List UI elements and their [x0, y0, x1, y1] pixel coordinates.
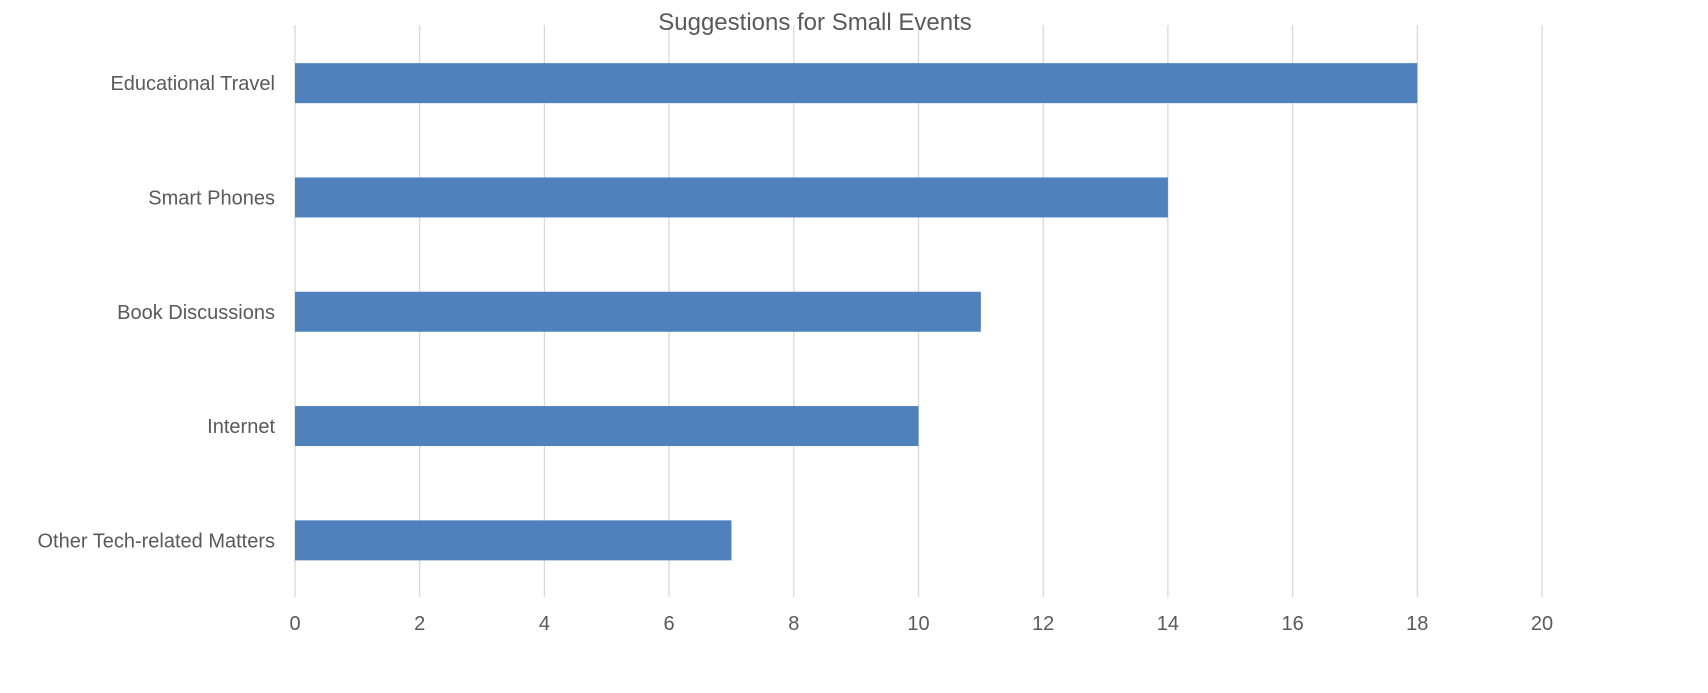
bar-internet [295, 406, 919, 447]
x-tick-label-0: 0 [289, 613, 300, 635]
x-tick-label-10: 10 [907, 613, 929, 635]
bars [295, 63, 1418, 561]
x-tick-label-18: 18 [1406, 613, 1428, 635]
x-tick-label-16: 16 [1281, 613, 1303, 635]
category-label-smart-phones: Smart Phones [148, 187, 275, 209]
x-tick-label-8: 8 [788, 613, 799, 635]
y-axis-category-labels: Educational Travel Smart Phones Book Discu… [37, 73, 275, 552]
bar-other-tech-related-matters [295, 520, 732, 561]
x-tick-label-4: 4 [539, 613, 550, 635]
x-tick-label-2: 2 [414, 613, 425, 635]
category-label-book-discussions: Book Discussions [117, 302, 275, 324]
x-tick-label-12: 12 [1032, 613, 1054, 635]
x-tick-label-20: 20 [1531, 613, 1553, 635]
chart-title: Suggestions for Small Events [658, 9, 972, 36]
bar-book-discussions [295, 291, 981, 332]
x-tick-label-14: 14 [1157, 613, 1179, 635]
x-axis-tick-labels: 0 2 4 6 8 10 12 14 16 18 20 [289, 613, 1553, 635]
x-tick-label-6: 6 [664, 613, 675, 635]
category-label-educational-travel: Educational Travel [110, 73, 275, 95]
bar-educational-travel [295, 63, 1418, 104]
category-label-internet: Internet [207, 416, 275, 438]
category-label-other-tech-related-matters: Other Tech-related Matters [37, 530, 275, 552]
bar-smart-phones [295, 177, 1168, 218]
